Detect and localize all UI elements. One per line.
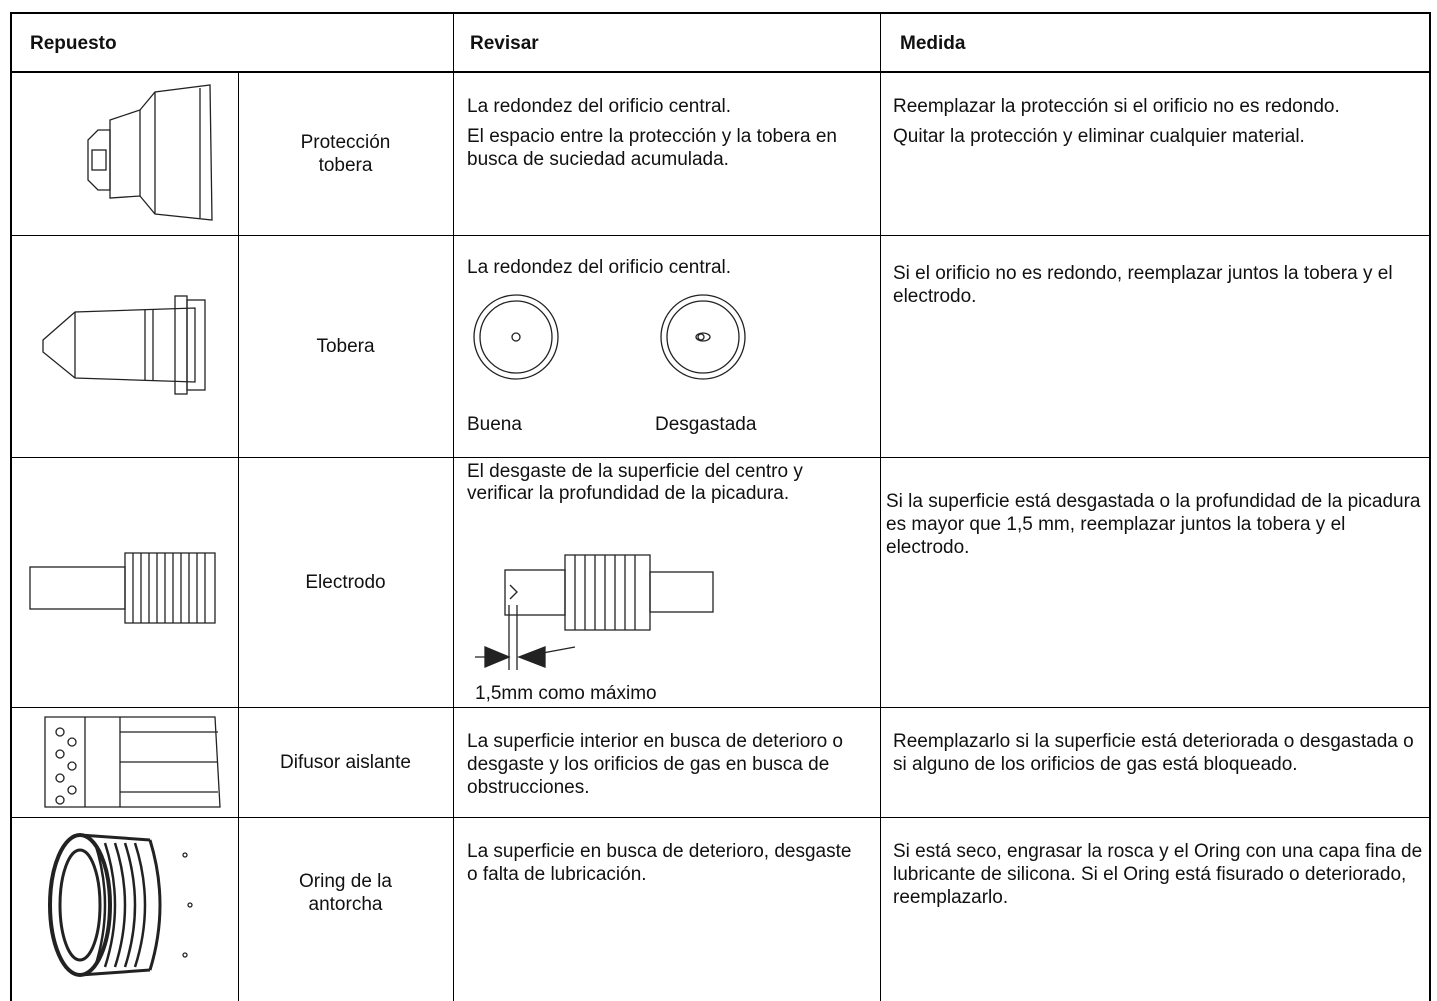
action-text: Reemplazarlo si la superficie está deter… xyxy=(893,731,1414,775)
action-cell: Reemplazarlo si la superficie está deter… xyxy=(893,730,1423,783)
action-cell: Si la superficie está desgastada o la pr… xyxy=(886,490,1426,566)
border xyxy=(453,12,454,1001)
border xyxy=(10,12,12,1001)
header-cell: Repuesto xyxy=(30,33,117,54)
check-cell: La superficie en busca de deterioro, des… xyxy=(467,840,867,893)
check-text: La redondez del orificio central. xyxy=(467,257,732,278)
part-cell: Difusor aislante xyxy=(238,708,453,817)
border xyxy=(1429,12,1431,1001)
diffuser-image xyxy=(44,716,221,808)
check-text: La superficie interior en busca de deter… xyxy=(467,731,844,798)
part-name: Tobera xyxy=(316,336,375,357)
nozzle-image xyxy=(42,295,206,395)
border xyxy=(10,817,1431,818)
border xyxy=(10,71,1431,73)
border xyxy=(238,72,239,1001)
check-text: La superficie en busca de deterioro, des… xyxy=(467,841,852,885)
dimension-label: 1,5mm como máximo xyxy=(475,683,657,704)
part-cell: Protección tobera xyxy=(238,72,453,235)
orifice-diagram xyxy=(473,294,746,380)
part-cell: Electrodo xyxy=(238,458,453,707)
part-name: Oring de la antorcha xyxy=(299,871,392,915)
border xyxy=(880,12,881,1001)
shield-image xyxy=(87,84,213,221)
diagram-label: Desgastada xyxy=(655,414,757,435)
header-cell: Revisar xyxy=(470,33,539,54)
part-name: Protección tobera xyxy=(300,131,391,176)
action-cell: Si el orificio no es redondo, reemplazar… xyxy=(893,262,1423,315)
border xyxy=(10,457,1431,458)
action-text: Si la superficie está desgastada o la pr… xyxy=(886,491,1421,558)
oring-image xyxy=(48,833,193,977)
border xyxy=(10,235,1431,236)
action-text: Reemplazar la protección si el orificio … xyxy=(893,96,1340,117)
part-cell: Oring de la antorcha xyxy=(238,818,453,968)
electrode-image xyxy=(29,552,216,624)
action-text: Quitar la protección y eliminar cualquie… xyxy=(893,126,1305,147)
action-cell: Reemplazar la protección si el orificio … xyxy=(893,95,1373,155)
border xyxy=(10,707,1431,708)
part-name: Difusor aislante xyxy=(280,752,411,773)
action-text: Si el orificio no es redondo, reemplazar… xyxy=(893,263,1393,307)
check-text: La redondez del orificio central. xyxy=(467,96,732,117)
header-cell: Medida xyxy=(900,33,966,54)
action-text: Si está seco, engrasar la rosca y el Ori… xyxy=(893,841,1423,908)
check-text: El desgaste de la superficie del centro … xyxy=(467,461,803,504)
part-name: Electrodo xyxy=(305,572,386,593)
check-cell: La redondez del orificio central. El esp… xyxy=(467,95,837,178)
check-cell: La superficie interior en busca de deter… xyxy=(467,730,867,806)
check-cell: El desgaste de la superficie del centro … xyxy=(467,461,847,512)
electrode-diagram xyxy=(475,554,714,670)
diagram-label: Buena xyxy=(467,414,522,435)
part-cell: Tobera xyxy=(238,236,453,457)
check-text: El espacio entre la protección y la tobe… xyxy=(467,126,837,170)
action-cell: Si está seco, engrasar la rosca y el Ori… xyxy=(893,840,1433,916)
check-cell: La redondez del orificio central. xyxy=(467,256,867,286)
border xyxy=(10,12,1431,14)
